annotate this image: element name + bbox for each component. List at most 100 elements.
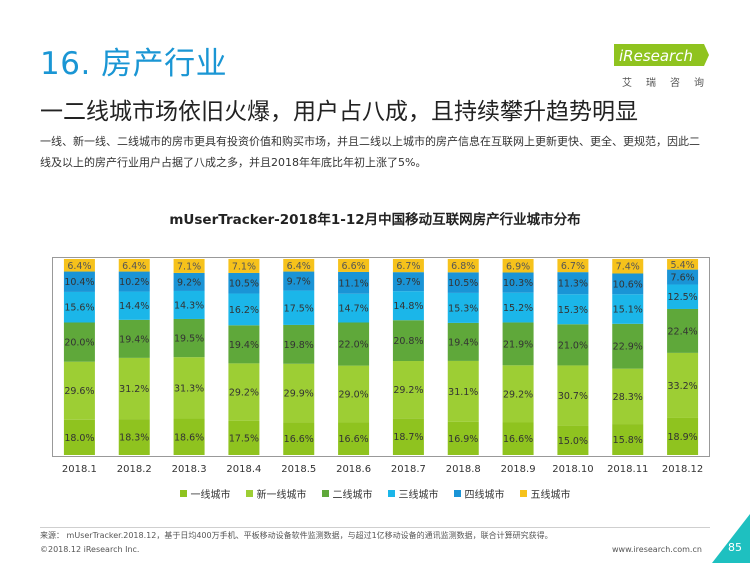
data-label: 15.3%: [558, 305, 588, 316]
data-label: 5.4%: [671, 260, 695, 271]
x-tick-label: 2018.1: [62, 464, 97, 475]
bar-segment: [557, 324, 589, 366]
x-tick-label: 2018.12: [662, 464, 703, 475]
x-tick-label: 2018.2: [117, 464, 152, 475]
bar-segment: [118, 271, 150, 292]
x-tick-label: 2018.7: [391, 464, 426, 475]
data-label: 10.4%: [64, 277, 94, 288]
bar-segment: [557, 365, 589, 426]
bar-segment: [118, 291, 150, 320]
data-label: 6.9%: [506, 261, 530, 272]
bar-segment: [338, 271, 370, 294]
legend-item: 二线城市: [321, 486, 373, 501]
data-label: 9.2%: [177, 277, 201, 288]
bar-segment: [63, 322, 95, 362]
data-label: 29.6%: [64, 386, 94, 397]
bar-segment: [392, 320, 424, 362]
data-label: 17.5%: [284, 303, 314, 314]
data-label: 7.1%: [232, 261, 256, 272]
legend-swatch: [453, 490, 461, 497]
data-label: 19.4%: [448, 337, 478, 348]
bar-segment: [447, 259, 479, 273]
footer-divider: [40, 527, 710, 528]
data-label: 16.2%: [229, 305, 259, 316]
data-label: 6.8%: [451, 261, 475, 272]
bar-segment: [667, 308, 699, 353]
logo-text: iResearch: [619, 47, 693, 65]
bar-segment: [228, 363, 260, 421]
data-label: 14.8%: [393, 301, 423, 312]
bar-segment: [118, 319, 150, 358]
bar-segment: [173, 318, 205, 358]
data-label: 31.3%: [174, 383, 204, 394]
legend-item: 四线城市: [453, 486, 505, 501]
data-label: 7.1%: [177, 261, 201, 272]
data-label: 16.9%: [448, 434, 478, 445]
data-label: 9.7%: [396, 277, 420, 288]
data-label: 29.2%: [393, 385, 423, 396]
legend-swatch: [245, 490, 253, 497]
data-label: 29.9%: [284, 389, 314, 400]
data-label: 17.5%: [229, 433, 259, 444]
page-number: 85: [728, 541, 742, 554]
bar-segment: [612, 323, 644, 369]
data-label: 18.6%: [174, 432, 204, 443]
bar-segment: [392, 272, 424, 292]
data-label: 29.2%: [503, 389, 533, 400]
data-label: 18.9%: [667, 432, 697, 443]
data-label: 33.2%: [667, 381, 697, 392]
data-label: 10.5%: [229, 279, 259, 290]
bar-segment: [612, 259, 644, 274]
bar-segment: [173, 418, 205, 455]
data-label: 12.5%: [667, 292, 697, 303]
legend-swatch: [387, 490, 395, 497]
bar-segment: [502, 422, 534, 455]
legend-label: 五线城市: [530, 490, 571, 501]
bar-segment: [283, 324, 315, 364]
bar-segment: [173, 259, 205, 273]
website-link[interactable]: www.iresearch.com.cn: [612, 545, 702, 554]
data-label: 19.8%: [284, 340, 314, 351]
data-label: 14.7%: [338, 304, 368, 315]
bar-segment: [338, 422, 370, 455]
data-label: 20.8%: [393, 336, 423, 347]
data-label: 31.2%: [119, 384, 149, 395]
legend-swatch: [519, 490, 527, 497]
x-tick-label: 2018.10: [552, 464, 593, 475]
data-label: 19.4%: [229, 340, 259, 351]
x-tick-label: 2018.3: [172, 464, 207, 475]
data-label: 18.3%: [119, 433, 149, 444]
data-label: 16.6%: [338, 434, 368, 445]
bar-segment: [228, 420, 260, 455]
bar-segment: [667, 269, 699, 285]
data-label: 6.4%: [67, 261, 91, 272]
data-label: 15.8%: [613, 435, 643, 446]
bar-segment: [118, 419, 150, 455]
data-label: 6.4%: [287, 261, 311, 272]
data-label: 14.3%: [174, 300, 204, 311]
data-label: 29.0%: [338, 390, 368, 401]
copyright: ©2018.12 iResearch Inc.: [40, 545, 140, 554]
x-tick-label: 2018.6: [336, 464, 371, 475]
data-label: 19.4%: [119, 334, 149, 345]
bar-segment: [283, 422, 315, 455]
data-label: 21.9%: [503, 339, 533, 350]
data-label: 16.6%: [503, 434, 533, 445]
bar-segment: [502, 259, 534, 273]
bar-segment: [667, 284, 699, 309]
data-label: 29.2%: [229, 388, 259, 399]
bar-segment: [447, 421, 479, 455]
bar-segment: [173, 290, 205, 319]
bar-segment: [667, 352, 699, 418]
data-label: 21.0%: [558, 340, 588, 351]
data-label: 22.9%: [613, 342, 643, 353]
x-tick-label: 2018.9: [501, 464, 536, 475]
bar-segment: [392, 259, 424, 273]
data-label: 10.3%: [503, 278, 533, 289]
bar-segment: [502, 365, 534, 423]
bar-segment: [502, 292, 534, 323]
bar-segment: [173, 357, 205, 419]
bar-segment: [338, 365, 370, 423]
bar-segment: [63, 361, 95, 420]
